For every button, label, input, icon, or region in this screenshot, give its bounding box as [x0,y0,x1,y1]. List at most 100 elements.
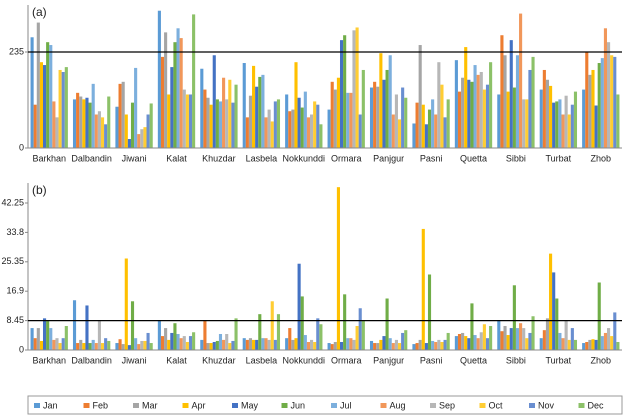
bar: Oct [143,340,147,350]
bar [561,114,565,148]
bar: Dec [276,314,281,350]
bar [192,14,196,149]
bar [361,69,365,148]
bar: Jul [515,328,520,350]
bar: Aug [222,339,226,350]
legend-swatch [232,403,238,408]
bar: Apr [336,187,340,350]
bar: Mar [79,339,83,350]
bar: Oct [100,343,105,350]
bar [607,42,611,148]
bar [522,99,526,148]
bar: Sep [479,332,483,350]
y-tick-label: 8.45 [6,315,24,325]
bar: Nov [485,338,490,350]
bar [509,40,513,148]
bar: Aug [603,332,608,350]
x-tick-label: Pasni [420,153,443,163]
bar [115,106,119,148]
bar: Oct [610,336,614,350]
bar: Aug [306,341,311,350]
bar [261,74,265,148]
bar [39,62,43,149]
bar: Dec [234,318,238,350]
bar: May [509,328,513,350]
bar: Jun [343,294,347,350]
bar [346,92,350,148]
bar [46,42,50,148]
bar [515,55,520,148]
bar: May [424,343,428,350]
bar [203,89,207,148]
legend-swatch [281,403,288,408]
bar: Jan [115,343,119,350]
x-tick-label: Turbat [546,355,572,365]
bar [42,65,47,148]
bar [369,87,374,148]
bar [64,67,68,148]
bar: Nov [528,332,532,350]
bar: Sep [267,339,271,350]
bar: Oct [440,341,444,350]
bar [512,87,516,148]
x-tick-label: Jiwani [122,153,147,163]
bar: Mar [36,328,40,350]
bar: Jul [558,332,562,350]
bar: Feb [373,343,377,350]
bar: Oct [482,324,486,350]
bar: Oct [228,343,232,350]
bar [506,91,510,148]
bar [570,104,574,148]
bar [300,107,304,148]
bar [437,62,441,149]
panel-label: (a) [32,5,47,19]
bar [209,104,213,148]
bar [542,69,546,148]
legend-swatch [331,403,337,408]
bar: Jun [130,301,135,350]
bar: Nov [358,308,362,350]
bar [82,99,86,148]
bar [225,99,229,148]
bar: May [127,345,131,350]
bar [421,104,425,148]
bar [313,101,317,148]
bar: Dec [404,330,408,350]
bar [140,129,144,148]
bar: Jan [327,343,331,350]
bar: Jan [454,336,458,350]
bar [594,105,598,148]
bar [91,83,95,148]
bar [457,91,462,148]
legend-swatch [529,403,535,408]
bar: May [212,341,216,350]
bar: Jul [431,340,435,350]
bar [176,28,180,148]
bar [143,127,147,148]
bar: Feb [330,344,334,350]
bar [234,84,238,148]
bar: Oct [270,301,274,350]
bar [573,91,578,148]
bar: Apr [167,339,171,350]
bar [503,55,507,148]
legend-label: Jan [43,400,58,410]
bar: Aug [264,338,268,350]
bar [333,89,337,148]
bar [252,65,256,148]
bar: Jun [46,321,50,350]
bar [306,117,311,148]
bar: Dec [107,340,111,350]
bar: Sep [352,339,356,350]
bar: Jan [200,339,204,350]
bar: Apr [209,343,213,350]
bar: Sep [310,339,314,350]
bar [49,45,53,148]
bar [582,89,586,148]
bar: Sep [225,333,229,350]
bar [424,124,428,148]
bar [394,94,398,148]
legend-label: Mar [142,400,158,410]
bar: Jun [512,285,516,350]
bar: Aug [137,344,141,350]
